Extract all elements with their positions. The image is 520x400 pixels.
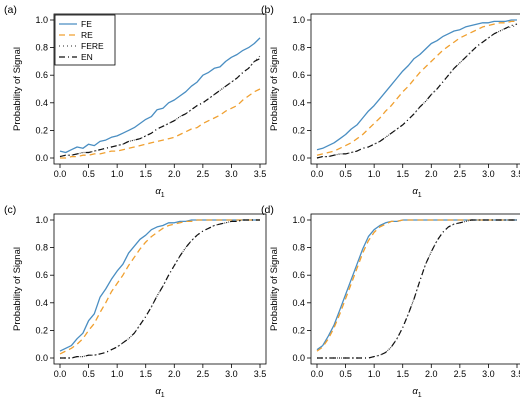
panel-label: (d) [261, 204, 274, 216]
series-line-fe [316, 219, 517, 351]
y-tick-label: 0.6 [35, 270, 48, 280]
y-tick-label: 0.6 [292, 270, 305, 280]
y-tick-label: 0.8 [35, 243, 48, 253]
x-tick-label: 3.0 [482, 169, 495, 179]
series-line-fere [316, 24, 518, 159]
y-tick-label: 0.8 [292, 43, 305, 53]
panel-label: (b) [261, 4, 274, 16]
series-line-en [317, 219, 517, 359]
y-tick-label: 0.2 [292, 325, 305, 335]
y-tick-label: 0.2 [35, 125, 48, 135]
y-tick-label: 1.0 [292, 15, 305, 25]
chart-panel-c: (c) 0.0 0.5 1.0 1.5 2.0 2.5 3.0 3.5 0.0 0.2 0.4 0.6 0… [4, 204, 267, 399]
x-tick-label: 1.0 [368, 169, 381, 179]
legend-label-en: EN [81, 52, 93, 62]
y-tick-label: 0.0 [35, 353, 48, 363]
x-tick-label: 1.5 [396, 369, 409, 379]
y-tick-label: 1.0 [35, 215, 48, 225]
x-tick-label: 3.5 [254, 169, 267, 179]
series-line-fe [316, 19, 517, 151]
y-tick-label: 0.6 [35, 70, 48, 80]
y-tick-label: 0.0 [292, 353, 305, 363]
y-tick-label: 1.0 [292, 215, 305, 225]
y-tick-label: 0.4 [35, 298, 48, 308]
series-line-fe [59, 219, 260, 352]
plot-frame [310, 13, 520, 165]
x-tick-label: 1.5 [139, 169, 152, 179]
x-tick-label: 3.0 [225, 169, 238, 179]
x-tick-label: 2.5 [454, 369, 467, 379]
plot-frame [53, 213, 267, 365]
y-tick-label: 1.0 [35, 15, 48, 25]
x-axis-title: α1 [155, 186, 164, 199]
series-line-re [316, 20, 517, 156]
series-line-en [59, 58, 261, 158]
x-tick-label: 1.0 [111, 169, 124, 179]
panel-label: (a) [4, 4, 17, 16]
y-tick-label: 0.6 [292, 70, 305, 80]
series-line-fere [60, 219, 260, 359]
y-tick-label: 0.8 [35, 43, 48, 53]
legend-label-fe: FE [81, 19, 92, 29]
x-tick-label: 2.5 [197, 369, 210, 379]
chart-panel-a: (a) 0.0 0.5 1.0 1.5 2.0 2.5 3.0 3.5 0.0 0.2 0.4 0.6 0… [4, 4, 267, 199]
y-tick-label: 0.4 [292, 98, 305, 108]
y-tick-label: 0.2 [35, 325, 48, 335]
x-tick-label: 3.5 [511, 169, 520, 179]
series-line-fere [59, 55, 261, 158]
series-line-fe [59, 37, 261, 154]
series-line-en [60, 219, 260, 359]
y-tick-label: 0.0 [292, 153, 305, 163]
plot-frame [53, 13, 267, 165]
x-tick-label: 3.0 [225, 369, 238, 379]
x-tick-label: 0.5 [82, 369, 95, 379]
y-tick-label: 0.4 [292, 298, 305, 308]
series-line-re [60, 88, 261, 159]
series-line-re [59, 219, 260, 355]
x-tick-label: 2.0 [425, 169, 438, 179]
x-tick-label: 3.5 [254, 369, 267, 379]
x-tick-label: 0.0 [311, 369, 324, 379]
plot-frame [310, 213, 520, 365]
x-tick-label: 2.0 [425, 369, 438, 379]
x-tick-label: 0.5 [82, 169, 95, 179]
x-tick-label: 0.5 [339, 169, 352, 179]
x-axis-title: α1 [412, 186, 421, 199]
x-tick-label: 0.5 [339, 369, 352, 379]
x-tick-label: 0.0 [311, 169, 324, 179]
x-tick-label: 0.0 [54, 369, 67, 379]
x-tick-label: 3.5 [511, 369, 520, 379]
y-tick-label: 0.4 [35, 98, 48, 108]
x-tick-label: 1.0 [111, 369, 124, 379]
chart-panel-d: (d) 0.0 0.5 1.0 1.5 2.0 2.5 3.0 3.5 0.0 0.2 0.4 0.6 0… [261, 204, 520, 399]
series-line-fere [317, 219, 517, 359]
y-axis-title: Probability of Signal [12, 47, 23, 131]
x-tick-label: 1.5 [396, 169, 409, 179]
x-tick-label: 2.5 [197, 169, 210, 179]
x-tick-label: 3.0 [482, 369, 495, 379]
x-tick-label: 0.0 [54, 169, 67, 179]
x-tick-label: 2.0 [168, 369, 181, 379]
y-tick-label: 0.2 [292, 125, 305, 135]
x-axis-title: α1 [412, 386, 421, 399]
x-tick-label: 2.5 [454, 169, 467, 179]
x-tick-label: 1.5 [139, 369, 152, 379]
x-tick-label: 1.0 [368, 369, 381, 379]
y-axis-title: Probability of Signal [269, 247, 280, 331]
x-tick-label: 2.0 [168, 169, 181, 179]
legend-label-fere: FERE [81, 41, 104, 51]
x-axis-title: α1 [155, 386, 164, 399]
y-tick-label: 0.8 [292, 243, 305, 253]
legend-label-re: RE [81, 30, 93, 40]
chart-panel-b: (b) 0.0 0.5 1.0 1.5 2.0 2.5 3.0 3.5 0.0 0.2 0.4 0.6 0… [261, 4, 520, 199]
y-axis-title: Probability of Signal [12, 247, 23, 331]
y-tick-label: 0.0 [35, 153, 48, 163]
y-axis-title: Probability of Signal [269, 47, 280, 131]
series-line-re [316, 219, 517, 352]
legend-box [54, 14, 116, 66]
series-line-en [316, 23, 518, 159]
panel-label: (c) [4, 204, 16, 216]
